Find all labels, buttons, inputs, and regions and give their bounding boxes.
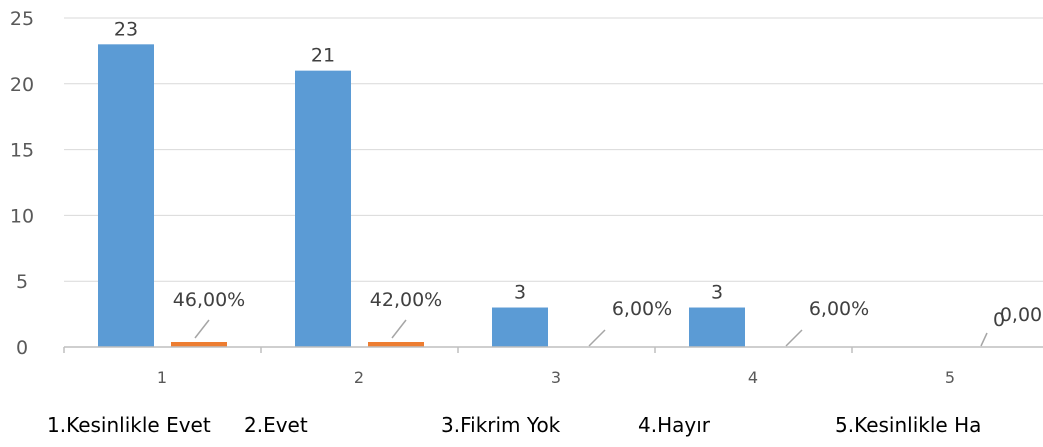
leader-line	[588, 329, 606, 347]
category-name-label: 1.Kesinlikle Evet	[47, 413, 211, 437]
x-tick-label: 2	[354, 368, 364, 387]
bar-series1-cat1	[98, 44, 154, 347]
category-name-label: 5.Kesinlikle Ha	[835, 413, 981, 437]
data-label-series2: 42,00%	[370, 289, 442, 311]
grid-layer	[64, 17, 1043, 282]
leader-line	[194, 319, 210, 339]
data-label-series1: 23	[114, 18, 138, 40]
x-tick-label: 4	[748, 368, 758, 387]
leader-line	[391, 319, 407, 339]
label-layer: 23 46,00% 21 42,00% 3 6,00% 3 6,00% 00,00%	[114, 18, 1043, 347]
data-label-series2: 6,00%	[612, 298, 672, 320]
data-label-series2: 46,00%	[173, 289, 245, 311]
data-label-series1: 0	[993, 309, 1005, 331]
x-tick-label: 5	[945, 368, 955, 387]
leader-line	[785, 329, 803, 347]
y-tick-label: 10	[10, 205, 34, 227]
data-label-series1: 21	[311, 45, 335, 67]
category-name-label: 4.Hayır	[638, 413, 711, 437]
bar-series1-cat2	[295, 70, 351, 347]
y-tick-label: 0	[16, 337, 28, 359]
category-name-label: 3.Fikrim Yok	[441, 413, 561, 437]
y-tick-label: 25	[10, 8, 34, 30]
bar-series1-cat3	[492, 307, 548, 347]
axis-layer: 0 5 10 15 20 25 1 1.Kesinlikle Evet 2 2.Evet 3 3.Fi…	[10, 8, 1043, 437]
category-name-label: 2.Evet	[244, 413, 308, 437]
bar-series1-cat4	[689, 307, 745, 347]
x-tick-label: 1	[157, 368, 167, 387]
y-tick-label: 5	[16, 271, 28, 293]
leader-line	[980, 332, 988, 347]
x-tick-label: 3	[551, 368, 561, 387]
data-label-series2: 6,00%	[809, 298, 869, 320]
y-tick-label: 20	[10, 74, 34, 96]
y-tick-label: 15	[10, 140, 34, 162]
data-label-series1: 3	[711, 282, 723, 304]
bar-series2-cat1	[171, 342, 227, 347]
bar-layer	[98, 44, 745, 347]
data-label-series2: 0,00%	[1000, 304, 1043, 326]
data-label-series1: 3	[514, 282, 526, 304]
bar-series2-cat2	[368, 342, 424, 347]
